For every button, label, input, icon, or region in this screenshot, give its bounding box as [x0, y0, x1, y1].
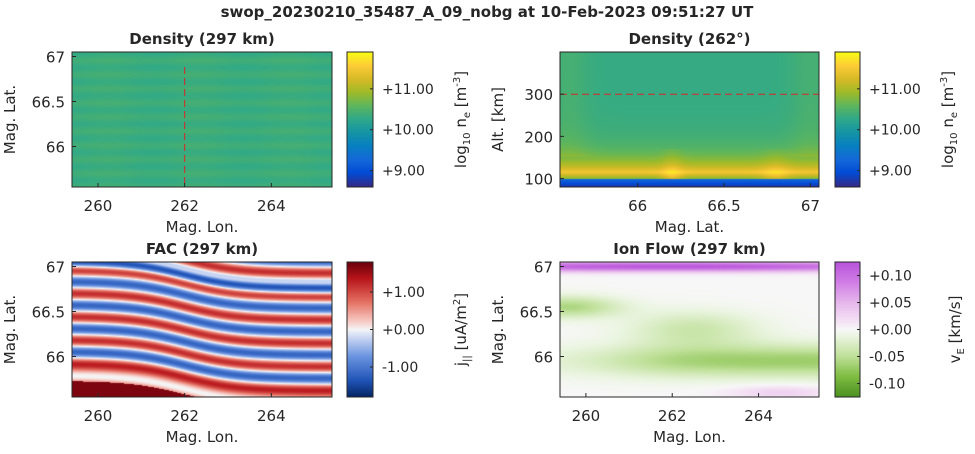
- x-axis-label: Mag. Lon.: [653, 428, 726, 446]
- colorbar-tick-label: +0.10: [869, 269, 912, 285]
- heatmap-p3: [72, 262, 332, 397]
- x-tick-label: 262: [658, 407, 687, 425]
- panel-p2: 66 66.5 67 100 200 300 Density (262°) Mag. Lat.…: [489, 30, 960, 236]
- colorbar-label: j|| [uA/m2]: [452, 293, 473, 367]
- colorbar-tick-label: +0.00: [869, 323, 912, 339]
- colorbar-label-part: n: [939, 118, 957, 132]
- x-axis-label: Mag. Lon.: [166, 428, 239, 446]
- axes-frame: [71, 261, 333, 398]
- colorbar-label-part: [uA/m: [452, 305, 470, 355]
- colorbar-frame: [834, 51, 861, 188]
- y-tick-label: 66.5: [520, 304, 553, 322]
- y-tick-label: 67: [46, 259, 65, 277]
- x-tick-label: 264: [744, 407, 773, 425]
- heatmap-p4: [560, 262, 819, 397]
- colorbar-label-part: E: [956, 348, 967, 354]
- panel-p3: 260 262 264 66 66.5 67 FAC (297 km) Mag. Lon. Ma…: [1, 240, 473, 446]
- colorbar-label-part: log: [939, 145, 957, 168]
- colorbar-label-part: [m: [452, 87, 470, 112]
- colorbar-label-part: ||: [462, 355, 473, 362]
- x-tick-label: 260: [572, 407, 601, 425]
- colorbar-label: log10 ne [m-3]: [452, 71, 473, 168]
- colorbar-tick-label: -0.05: [869, 350, 905, 366]
- colorbar-tick-label: +9.00: [382, 164, 425, 180]
- colorbar-label-part: ]: [452, 71, 470, 77]
- y-tick-label: 200: [524, 128, 553, 146]
- x-tick-label: 264: [257, 197, 286, 215]
- x-tick-label: 262: [170, 197, 199, 215]
- y-axis-label: Mag. Lat.: [1, 295, 19, 364]
- colorbar-tick-label: +0.05: [869, 296, 912, 312]
- x-tick-label: 260: [84, 407, 113, 425]
- colorbar-tick-label: +0.00: [382, 323, 425, 339]
- colorbar-label-part: v: [946, 354, 964, 363]
- colorbar: [347, 52, 373, 187]
- y-tick-label: 100: [524, 171, 553, 189]
- colorbar-label-part: j: [452, 362, 470, 367]
- colorbar-label: vE [km/s]: [946, 296, 967, 364]
- colorbar-label-part: ]: [939, 71, 957, 77]
- colorbar-tick-label: +1.00: [382, 285, 425, 301]
- panel-title: FAC (297 km): [146, 240, 258, 258]
- colorbar-label-part: -3: [452, 77, 463, 87]
- colorbar-frame: [346, 51, 374, 188]
- x-tick-label: 262: [170, 407, 199, 425]
- y-tick-label: 66: [534, 349, 553, 367]
- y-tick-label: 300: [524, 86, 553, 104]
- colorbar-tick-label: +10.00: [869, 123, 921, 139]
- panel-p4: 260 262 264 66 66.5 67 Ion Flow (297 km) Mag. L…: [489, 240, 967, 446]
- colorbar-label-part: e: [462, 112, 473, 118]
- axes-frame: [71, 51, 333, 188]
- y-tick-label: 66: [46, 139, 65, 157]
- colorbar-tick-label: +10.00: [382, 123, 434, 139]
- colorbar-label-part: ]: [452, 293, 470, 299]
- x-tick-label: 66: [628, 197, 647, 215]
- figure-title: swop_20230210_35487_A_09_nobg at 10-Feb-…: [221, 3, 755, 21]
- colorbar: [835, 52, 860, 187]
- colorbar-label-part: [km/s]: [946, 296, 964, 349]
- colorbar: [347, 262, 373, 397]
- x-tick-label: 66.5: [707, 197, 740, 215]
- panel-p1: 260 262 264 66 66.5 67 Density (297 km) Mag. Lo…: [1, 30, 473, 236]
- colorbar-label-part: n: [452, 118, 470, 132]
- colorbar: [835, 262, 860, 397]
- x-axis-label: Mag. Lon.: [166, 218, 239, 236]
- colorbar-label-part: log: [452, 145, 470, 168]
- x-axis-label: Mag. Lat.: [655, 218, 724, 236]
- heatmap-p1: [72, 52, 332, 187]
- y-axis-label: Mag. Lat.: [1, 85, 19, 154]
- y-axis-label: Mag. Lat.: [489, 295, 507, 364]
- colorbar-label-part: 10: [949, 132, 960, 145]
- heatmap-p2: [560, 52, 819, 187]
- colorbar-tick-label: -0.10: [869, 377, 905, 393]
- axes-frame: [559, 51, 820, 188]
- colorbar-tick-label: +11.00: [382, 82, 434, 98]
- colorbar-tick-label: +11.00: [869, 82, 921, 98]
- axes-frame: [559, 261, 820, 398]
- y-tick-label: 66.5: [32, 94, 65, 112]
- y-tick-label: 67: [46, 49, 65, 67]
- panel-title: Ion Flow (297 km): [613, 240, 765, 258]
- colorbar-label-part: e: [949, 112, 960, 118]
- colorbar-label-part: 2: [452, 299, 463, 305]
- y-axis-label: Alt. [km]: [489, 87, 507, 152]
- x-tick-label: 260: [84, 197, 113, 215]
- panel-title: Density (262°): [628, 30, 750, 48]
- x-tick-label: 264: [257, 407, 286, 425]
- colorbar-label-part: 10: [462, 132, 473, 145]
- colorbar-tick-label: -1.00: [382, 360, 418, 376]
- y-tick-label: 66: [46, 349, 65, 367]
- colorbar-tick-label: +9.00: [869, 164, 912, 180]
- x-tick-label: 67: [801, 197, 820, 215]
- y-tick-label: 67: [534, 259, 553, 277]
- colorbar-label-part: -3: [939, 77, 950, 87]
- panel-title: Density (297 km): [129, 30, 274, 48]
- colorbar-label: log10 ne [m-3]: [939, 71, 960, 168]
- y-tick-label: 66.5: [32, 304, 65, 322]
- colorbar-label-part: [m: [939, 87, 957, 112]
